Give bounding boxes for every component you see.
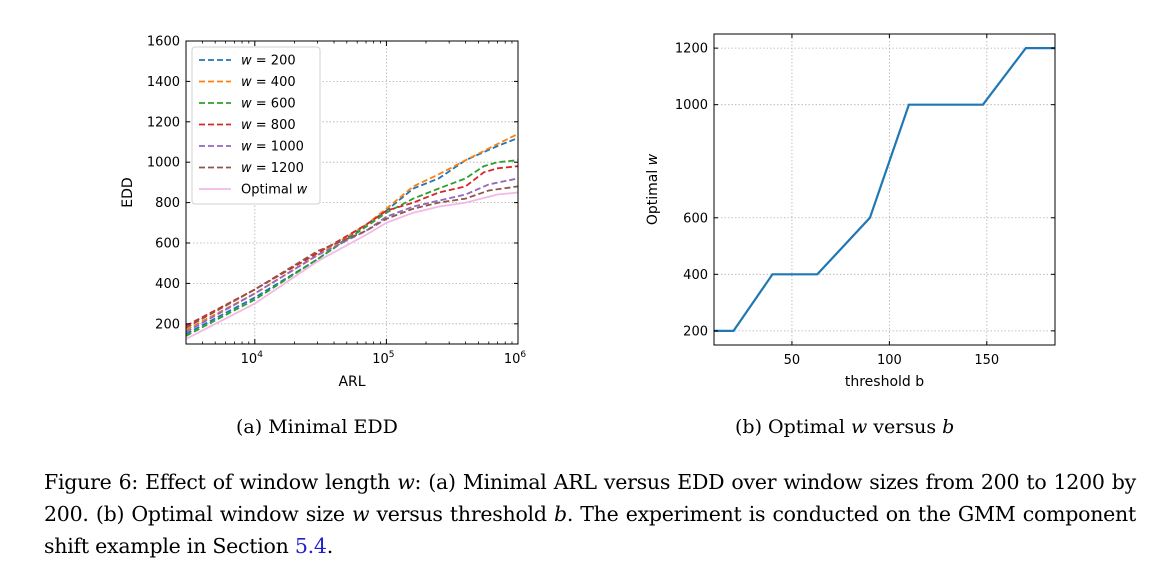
series-line-optimal-w — [714, 46, 1055, 332]
legend-box — [191, 46, 321, 205]
x-tick-label-6: 106 — [504, 350, 527, 367]
x-axis-label: threshold b — [845, 374, 924, 390]
y-axis-label-var: w — [645, 153, 661, 165]
x-tick-exponent-4: 4 — [257, 350, 263, 360]
section-link[interactable]: 5.4 — [294, 534, 327, 558]
series-line-w-600 — [185, 159, 519, 337]
y-axis-label: EDD — [120, 177, 136, 207]
caption-part-4: . The experiment is conducted on the GMM… — [44, 502, 1136, 558]
y-tick-label-400: 400 — [155, 277, 180, 292]
caption-var-1: w — [397, 470, 415, 494]
chart-a-minimal-edd: 200 400 600 800 1000 1200 1400 1600 104 105 106 ARL… — [120, 35, 526, 391]
subcaption-b-mid: versus — [873, 416, 937, 438]
x-tick-label-100: 100 — [877, 353, 902, 368]
legend-label-w-600: w = 600 — [241, 97, 296, 112]
subcaption-a-text: (a) Minimal EDD — [236, 416, 398, 438]
y-tick-label-1000: 1000 — [147, 156, 180, 171]
legend-label-w-400: w = 400 — [241, 75, 296, 90]
caption-part-2: : (a) Minimal ARL versus EDD over window… — [44, 470, 1136, 526]
legend-label-w-800: w = 800 — [241, 118, 296, 133]
figure-canvas: 200 400 600 800 1000 1200 1400 1600 104 105 106 ARL… — [120, 33, 1056, 391]
series-line-w-400 — [185, 133, 519, 331]
x-tick-label-5: 105 — [372, 350, 394, 367]
legend-var: w — [241, 161, 252, 176]
x-tick-label-50: 50 — [784, 353, 801, 368]
legend-var: w — [241, 118, 252, 133]
caption-var-3: b — [553, 502, 567, 526]
legend-value: = 400 — [252, 75, 296, 90]
chart-b-optimal-w: 200 400 600 1000 1200 50 100 150 threshold b Opti… — [645, 33, 1056, 390]
legend-label-w-200: w = 200 — [241, 54, 296, 69]
x-tick-label-4: 104 — [241, 350, 264, 367]
y-tick-label-1400: 1400 — [147, 75, 180, 90]
subcaption-b-var: w — [850, 416, 868, 438]
y-tick-label-600: 600 — [683, 211, 708, 226]
y-tick-label-400: 400 — [683, 268, 708, 283]
subcaption-a: (a) Minimal EDD — [236, 416, 398, 438]
legend-value: = 800 — [252, 118, 296, 133]
series-line-w-1000 — [185, 177, 519, 333]
legend-var: w — [241, 97, 252, 112]
subcaption-b-prefix: (b) Optimal — [735, 416, 845, 438]
legend-value: = 1200 — [252, 161, 304, 176]
y-axis-label: Optimal w — [645, 153, 661, 225]
legend-label-w-1000: w = 1000 — [241, 140, 304, 155]
plot-frame — [713, 33, 1056, 346]
legend-value: = 200 — [252, 54, 296, 69]
x-tick-label-150: 150 — [974, 353, 999, 368]
legend-var: w — [241, 54, 252, 69]
caption-part-1: Figure 6: Effect of window length — [44, 470, 391, 494]
caption-part-5: . — [326, 534, 334, 558]
series-line-optimal-w — [185, 191, 519, 340]
legend-label-w-1200: w = 1200 — [241, 161, 304, 176]
y-tick-label-1200: 1200 — [675, 42, 708, 57]
figure-caption: Figure 6: Effect of window length w: (a)… — [44, 466, 1136, 562]
y-tick-label-200: 200 — [155, 317, 180, 332]
legend-var: w — [297, 183, 308, 198]
legend-var: w — [241, 140, 252, 155]
x-tick-exponent-5: 5 — [389, 350, 395, 360]
y-tick-label-600: 600 — [155, 237, 180, 252]
caption-part-3: versus threshold — [376, 502, 547, 526]
legend-value: = 600 — [252, 97, 296, 112]
legend-label-optimal-w: Optimal w — [241, 183, 308, 198]
series-line-w-800 — [185, 165, 519, 327]
plot-frame — [185, 40, 519, 345]
legend-value: = 1000 — [252, 140, 304, 155]
y-tick-label-1600: 1600 — [147, 35, 180, 50]
y-tick-label-1000: 1000 — [675, 98, 708, 113]
subcaption-b: (b) Optimal w versus b — [735, 416, 954, 438]
x-axis-label: ARL — [338, 374, 365, 390]
y-tick-label-200: 200 — [683, 324, 708, 339]
subcaption-b-var2: b — [942, 416, 955, 438]
y-tick-label-1200: 1200 — [147, 115, 180, 130]
x-tick-exponent-6: 6 — [520, 350, 526, 360]
caption-var-2: w — [351, 502, 370, 526]
y-tick-label-800: 800 — [155, 196, 180, 211]
legend-var: w — [241, 75, 252, 90]
